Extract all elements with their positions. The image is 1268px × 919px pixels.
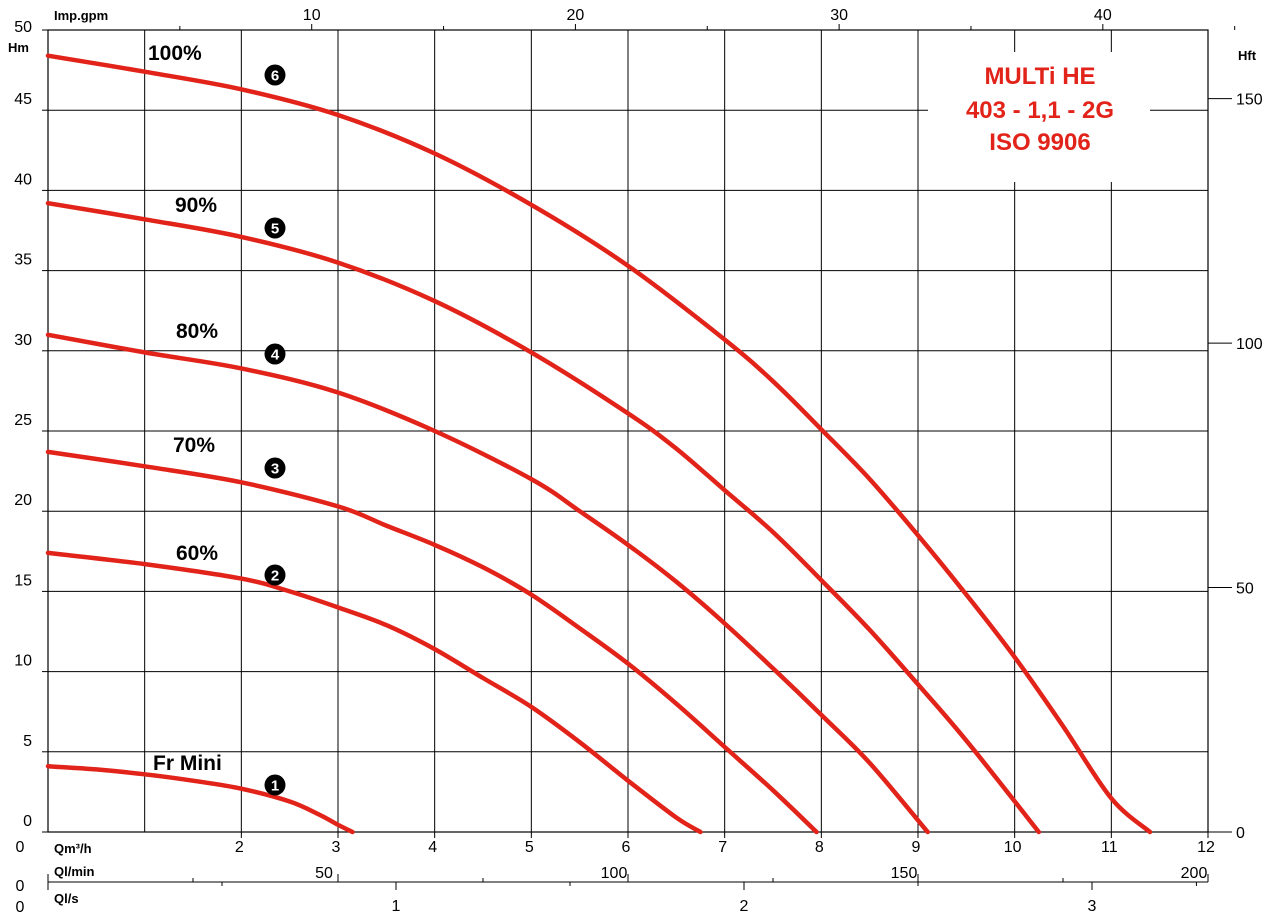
ls-tick-label: 3 xyxy=(1088,898,1097,914)
x-tick-label: 11 xyxy=(1101,839,1118,856)
right-axis-unit-label: Hft xyxy=(1238,48,1257,63)
series-badge-circle xyxy=(264,564,286,586)
y-tick-label: 5 xyxy=(23,733,32,750)
top-tick-label: 40 xyxy=(1094,7,1112,24)
series-label: Fr Mini xyxy=(153,752,222,775)
series-curve-1 xyxy=(45,550,703,835)
x-tick-label: 4 xyxy=(428,839,437,856)
series-badge-circle xyxy=(264,64,286,86)
x-tick-label: 12 xyxy=(1197,839,1215,856)
x-tick-label: 5 xyxy=(525,839,534,856)
y-tick-label: 15 xyxy=(14,572,32,589)
series-label: 70% xyxy=(173,434,215,457)
y-tick-label: 10 xyxy=(14,653,32,670)
top-tick-label: 20 xyxy=(567,7,585,24)
series-badge-circle xyxy=(264,217,286,239)
series-curve-3 xyxy=(45,332,930,835)
ls-tick-label: 2 xyxy=(740,898,749,914)
y-tick-label: 50 xyxy=(14,19,32,36)
x-tick-label: 9 xyxy=(912,839,921,856)
lmin-tick-label: 150 xyxy=(891,865,918,882)
series-badge-number: 1 xyxy=(271,778,279,795)
y-tick-label: 0 xyxy=(23,813,32,830)
ls-zero-label: 0 xyxy=(16,899,25,914)
y-tick-label: 40 xyxy=(14,171,32,188)
lmin-tick-label: 50 xyxy=(315,865,333,882)
x-tick-label: 0 xyxy=(16,839,25,856)
x-axis-unit-label: Qm³/h xyxy=(54,841,92,856)
series-curve-4 xyxy=(45,200,1042,835)
y-tick-label: 35 xyxy=(14,252,32,269)
series-label: 60% xyxy=(176,542,218,565)
series-label: 100% xyxy=(148,42,202,65)
chart-title-line: MULTi HE xyxy=(984,63,1095,90)
chart-title-line: 403 - 1,1 - 2G xyxy=(966,97,1114,124)
y-tick-label: 45 xyxy=(14,91,32,108)
top-axis-unit-label: Imp.gpm xyxy=(54,8,108,23)
lmin-tick-label: 100 xyxy=(601,865,628,882)
top-tick-label: 10 xyxy=(303,7,321,24)
right-tick-label: 0 xyxy=(1236,825,1245,842)
y-tick-label: 20 xyxy=(14,492,32,509)
series-badge-number: 4 xyxy=(271,347,280,364)
series-curve-5 xyxy=(45,53,1153,835)
series-badge-number: 5 xyxy=(271,221,279,238)
ls-tick-label: 1 xyxy=(392,898,401,914)
lmin-zero-label: 0 xyxy=(16,878,25,895)
right-tick-label: 100 xyxy=(1236,336,1263,353)
x-tick-label: 3 xyxy=(332,839,341,856)
y-tick-label: 30 xyxy=(14,332,32,349)
x-tick-label: 7 xyxy=(718,839,727,856)
ls-axis-unit-label: Ql/s xyxy=(54,891,79,906)
right-tick-label: 50 xyxy=(1236,581,1254,598)
series-badge-circle xyxy=(264,343,286,365)
top-tick-label: 30 xyxy=(830,7,848,24)
series-badge-number: 6 xyxy=(271,68,279,85)
y-tick-label: 25 xyxy=(14,412,32,429)
x-tick-label: 2 xyxy=(235,839,244,856)
lmin-axis-unit-label: Ql/min xyxy=(54,864,95,879)
series-label: 90% xyxy=(175,194,217,217)
series-badge-circle xyxy=(264,457,286,479)
chart-title-line: ISO 9906 xyxy=(989,129,1090,156)
series-curve-2 xyxy=(45,449,819,835)
series-badge-number: 2 xyxy=(271,568,279,585)
lmin-tick-label: 200 xyxy=(1181,865,1208,882)
series-badge-circle xyxy=(264,774,286,796)
right-tick-label: 150 xyxy=(1236,92,1263,109)
series-label: 80% xyxy=(176,320,218,343)
series-curve-0 xyxy=(45,763,355,835)
series-badge-number: 3 xyxy=(271,461,279,478)
title-backdrop xyxy=(928,52,1150,182)
x-tick-label: 10 xyxy=(1004,839,1022,856)
x-tick-label: 6 xyxy=(622,839,631,856)
y-axis-unit-label: Hm xyxy=(8,40,29,55)
x-tick-label: 8 xyxy=(815,839,824,856)
